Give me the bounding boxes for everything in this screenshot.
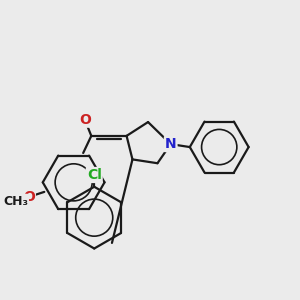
Text: N: N [165, 137, 176, 151]
Text: Cl: Cl [87, 168, 102, 182]
Text: CH₃: CH₃ [3, 195, 28, 208]
Text: O: O [23, 190, 35, 204]
Text: O: O [79, 113, 91, 127]
